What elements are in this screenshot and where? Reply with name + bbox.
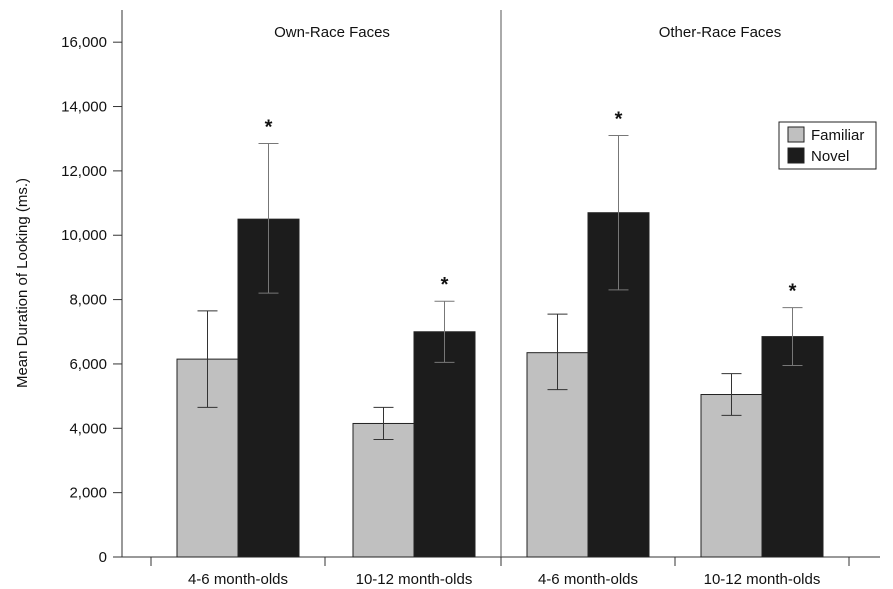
significance-marker: * <box>265 117 273 139</box>
legend-label: Familiar <box>811 127 864 144</box>
y-tick-label: 8,000 <box>69 292 107 309</box>
x-tick-labels: 4-6 month-olds 10-12 month-olds 4-6 month-… <box>150 557 850 588</box>
y-tick-label: 14,000 <box>61 99 107 116</box>
bar-novel <box>413 331 476 558</box>
y-tick-label: 12,000 <box>61 163 107 180</box>
y-tick-label: 10,000 <box>61 227 107 244</box>
x-tick-label: 10-12 month-olds <box>704 571 821 588</box>
y-tick-label: 16,000 <box>61 34 107 51</box>
bars <box>176 212 824 558</box>
panel-title: Other-Race Faces <box>659 24 782 41</box>
legend-swatch-novel <box>787 147 805 164</box>
y-tick-label: 2,000 <box>69 485 107 502</box>
bar-novel <box>761 336 824 558</box>
bar-familiar <box>352 422 415 558</box>
y-tick-label: 4,000 <box>69 420 107 437</box>
legend: Familiar Novel <box>778 121 877 170</box>
x-tick-label: 10-12 month-olds <box>356 571 473 588</box>
legend-label: Novel <box>811 148 849 165</box>
error-bars <box>197 134 803 441</box>
significance-marker: * <box>789 281 797 303</box>
legend-swatch-familiar <box>787 126 805 143</box>
x-tick-label: 4-6 month-olds <box>538 571 638 588</box>
y-tick-label: 6,000 <box>69 356 107 373</box>
panel-title: Own-Race Faces <box>274 24 390 41</box>
bar-familiar <box>700 394 763 558</box>
panel-titles: Own-Race Faces Other-Race Faces <box>274 24 781 41</box>
significance-marker: * <box>441 274 449 296</box>
y-tick-label: 0 <box>99 549 107 566</box>
significance-marker: * <box>615 108 623 130</box>
x-tick-label: 4-6 month-olds <box>188 571 288 588</box>
y-axis-label: Mean Duration of Looking (ms.) <box>14 178 31 388</box>
y-ticks: 0 2,000 4,000 6,000 8,000 10,000 12,000 14,000 1… <box>61 34 122 566</box>
significance-markers: * * * * <box>265 108 797 302</box>
